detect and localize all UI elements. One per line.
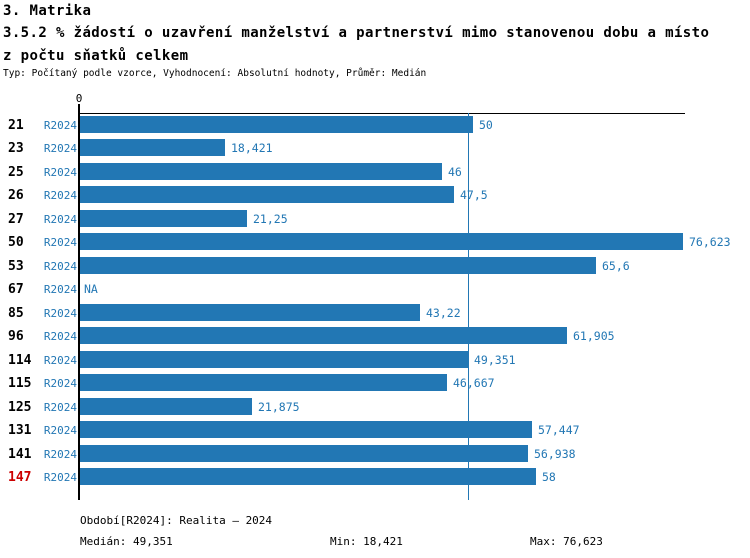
row-id-label: 27 <box>8 211 24 227</box>
footer-median-label: Medián: 49,351 <box>80 535 173 548</box>
row-period-label: R2024 <box>43 400 77 414</box>
footer-min-label: Min: 18,421 <box>330 535 403 548</box>
row-period-label: R2024 <box>43 189 77 203</box>
report-subtitle: Typ: Počítaný podle vzorce, Vyhodnocení:… <box>3 68 427 79</box>
report-title-line2: z počtu sňatků celkem <box>3 48 189 64</box>
bar-value-label: 50 <box>479 117 493 132</box>
bar-value-label: 43,22 <box>426 305 461 320</box>
axis-zero-tick-label: 0 <box>75 92 83 105</box>
row-id-label: 131 <box>8 423 32 439</box>
row-period-label: R2024 <box>43 212 77 226</box>
row-id-label: 23 <box>8 141 24 157</box>
bar-value-label: 57,447 <box>538 423 580 438</box>
row-period-label: R2024 <box>43 118 77 132</box>
row-period-label: R2024 <box>43 471 77 485</box>
row-id-label: 141 <box>8 446 32 462</box>
bar <box>80 468 536 486</box>
bar <box>80 327 567 345</box>
row-id-label: 115 <box>8 376 32 392</box>
x-axis-line <box>78 113 685 114</box>
bar-value-label: 46,667 <box>453 376 495 391</box>
row-period-label: R2024 <box>43 424 77 438</box>
bar <box>80 162 442 180</box>
row-period-label: R2024 <box>43 142 77 156</box>
bar <box>80 444 528 462</box>
report-title-line1: 3.5.2 % žádostí o uzavření manželství a … <box>3 25 710 41</box>
row-id-label: 53 <box>8 258 24 274</box>
y-axis-line <box>78 104 80 500</box>
bar-value-label: 61,905 <box>573 329 615 344</box>
row-period-label: R2024 <box>43 236 77 250</box>
row-period-label: R2024 <box>43 330 77 344</box>
row-id-label: 85 <box>8 305 24 321</box>
bar <box>80 374 447 392</box>
row-id-label: 114 <box>8 352 32 368</box>
row-id-label: 26 <box>8 188 24 204</box>
bar-value-label: 49,351 <box>474 352 516 367</box>
bar <box>80 303 420 321</box>
bar-value-label: 47,5 <box>460 188 488 203</box>
row-period-label: R2024 <box>43 259 77 273</box>
row-period-label: R2024 <box>43 353 77 367</box>
footer-period-label: Období[R2024]: Realita – 2024 <box>80 514 273 527</box>
section-title: 3. Matrika <box>3 3 92 19</box>
row-id-label: 125 <box>8 399 32 415</box>
bar-value-label: 21,25 <box>253 211 288 226</box>
bar <box>80 350 468 368</box>
bar <box>80 397 252 415</box>
row-id-label: 21 <box>8 117 24 133</box>
row-id-label: 50 <box>8 235 24 251</box>
row-id-label: 147 <box>8 470 32 486</box>
row-period-label: R2024 <box>43 165 77 179</box>
bar-value-label: 46 <box>448 164 462 179</box>
bar-value-label: 56,938 <box>534 446 576 461</box>
row-id-label: 96 <box>8 329 24 345</box>
row-period-label: R2024 <box>43 283 77 297</box>
footer-max-label: Max: 76,623 <box>530 535 603 548</box>
row-period-label: R2024 <box>43 447 77 461</box>
bar-value-label: NA <box>84 282 98 297</box>
bar <box>80 139 225 157</box>
bar-value-label: 58 <box>542 470 556 485</box>
bar <box>80 209 247 227</box>
bar-value-label: 21,875 <box>258 399 300 414</box>
bar <box>80 186 454 204</box>
median-reference-line <box>468 113 469 500</box>
row-period-label: R2024 <box>43 306 77 320</box>
row-period-label: R2024 <box>43 377 77 391</box>
row-id-label: 67 <box>8 282 24 298</box>
bar <box>80 233 683 251</box>
bar-value-label: 65,6 <box>602 258 630 273</box>
bar-value-label: 76,623 <box>689 235 731 250</box>
bar <box>80 256 596 274</box>
bar <box>80 421 532 439</box>
row-id-label: 25 <box>8 164 24 180</box>
bar-value-label: 18,421 <box>231 141 273 156</box>
bar <box>80 115 473 133</box>
